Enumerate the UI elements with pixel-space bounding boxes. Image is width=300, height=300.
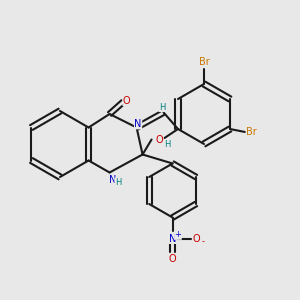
Text: N: N [134, 119, 142, 129]
Text: Br: Br [199, 57, 209, 68]
Text: O: O [155, 134, 163, 145]
Text: O: O [193, 233, 200, 244]
Text: N: N [109, 175, 116, 185]
Text: H: H [115, 178, 121, 187]
Text: Br: Br [246, 127, 257, 137]
Text: -: - [202, 237, 205, 246]
Text: H: H [164, 140, 170, 149]
Text: H: H [159, 103, 165, 112]
Text: +: + [175, 230, 182, 239]
Text: O: O [123, 95, 130, 106]
Text: N: N [169, 233, 176, 244]
Text: O: O [169, 254, 176, 264]
